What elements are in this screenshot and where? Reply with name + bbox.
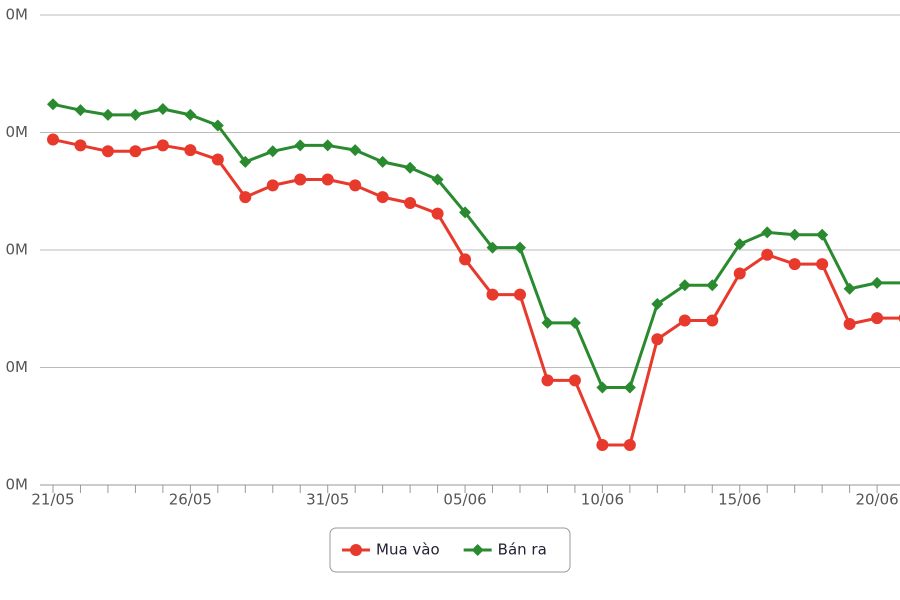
point — [349, 144, 362, 157]
point — [211, 153, 224, 166]
point — [871, 312, 884, 325]
point — [761, 248, 774, 261]
point — [47, 133, 59, 146]
y-tick-label: 0M — [6, 6, 29, 24]
series-line — [52, 138, 900, 447]
x-tick-label: 10/06 — [581, 491, 624, 509]
legend: Mua vào Bán ra — [329, 527, 571, 573]
point — [871, 276, 884, 289]
point — [513, 288, 526, 301]
x-tick-label: 31/05 — [306, 491, 349, 509]
point — [486, 288, 499, 301]
point — [211, 119, 224, 132]
point — [596, 439, 609, 452]
point — [321, 173, 334, 186]
series-line — [52, 102, 900, 389]
point — [816, 228, 829, 241]
point — [651, 333, 664, 346]
x-tick-label: 20/06 — [855, 491, 898, 509]
legend-marker — [471, 544, 484, 556]
point — [184, 144, 197, 157]
legend-label: Mua vào — [376, 541, 440, 559]
legend-box — [329, 527, 571, 573]
point — [101, 108, 114, 121]
legend-marker — [350, 544, 362, 556]
point — [623, 381, 636, 394]
point — [156, 139, 169, 152]
point — [486, 241, 499, 254]
point — [541, 374, 554, 387]
point — [239, 155, 252, 168]
point — [294, 139, 307, 152]
point — [376, 191, 389, 204]
point — [568, 374, 581, 387]
point — [349, 179, 362, 192]
point — [513, 241, 526, 254]
point — [651, 298, 664, 311]
point — [294, 173, 307, 186]
y-tick-label: 0M — [6, 476, 29, 494]
point — [816, 258, 829, 271]
point — [129, 108, 142, 121]
point — [101, 145, 114, 158]
x-tick-label: 21/05 — [31, 491, 74, 509]
y-tick-label: 0M — [6, 123, 29, 141]
point — [788, 228, 801, 241]
point — [596, 381, 609, 394]
x-tick-label: 15/06 — [718, 491, 761, 509]
point — [706, 314, 719, 327]
x-tick-label: 05/06 — [443, 491, 486, 509]
y-tick-label: 0M — [6, 358, 29, 376]
point — [239, 191, 252, 204]
y-tick-label: 0M — [6, 241, 29, 259]
point — [74, 139, 87, 152]
point — [266, 145, 279, 158]
point — [678, 279, 691, 292]
point — [678, 314, 691, 327]
point — [843, 318, 856, 331]
point — [266, 179, 279, 192]
x-tick-label: 26/05 — [169, 491, 212, 509]
point — [321, 139, 334, 152]
point — [761, 226, 774, 239]
point — [129, 145, 142, 158]
point — [156, 103, 169, 115]
point — [74, 104, 87, 117]
point — [541, 316, 554, 329]
point — [568, 316, 581, 329]
point — [431, 207, 444, 220]
point — [376, 155, 389, 168]
point — [843, 282, 856, 295]
point — [404, 197, 417, 209]
point — [788, 258, 801, 271]
point — [733, 238, 746, 251]
point — [431, 173, 444, 186]
point — [623, 439, 636, 452]
point — [404, 161, 417, 174]
point — [733, 267, 746, 280]
point — [459, 206, 472, 219]
point — [184, 108, 197, 121]
point — [459, 253, 472, 266]
point — [47, 98, 59, 111]
point — [706, 279, 719, 292]
legend-label: Bán ra — [498, 541, 547, 559]
